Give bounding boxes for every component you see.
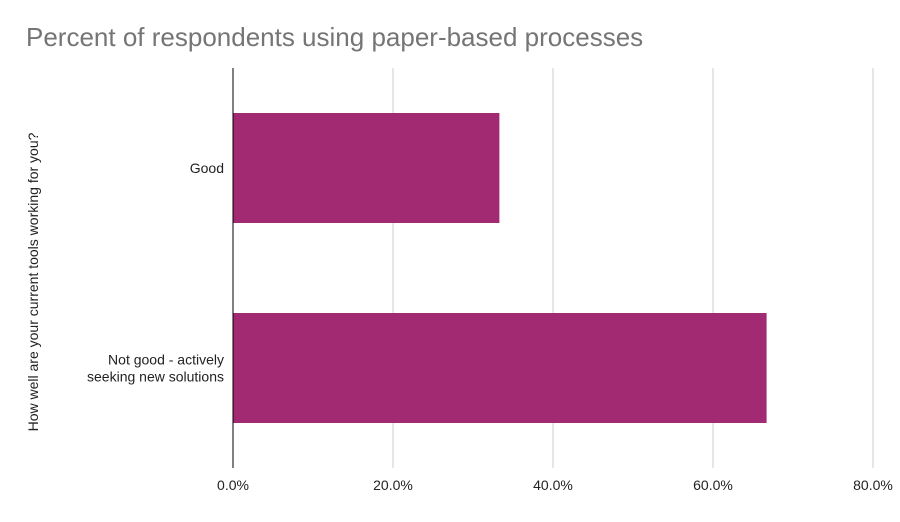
bar-1 xyxy=(233,313,767,423)
y-category-label-0: Good xyxy=(190,160,224,176)
x-tick-label-0: 0.0% xyxy=(217,477,249,493)
bar-0 xyxy=(233,113,500,223)
labels: 0.0% 20.0% 40.0% 60.0% 80.0% Good Not good - a… xyxy=(25,132,893,493)
chart-title: Percent of respondents using paper-based… xyxy=(26,22,644,52)
bars xyxy=(233,113,767,423)
x-tick-label-4: 80.0% xyxy=(853,477,893,493)
y-category-label-1: Not good - actively seeking new solutions xyxy=(87,352,224,385)
x-tick-label-2: 40.0% xyxy=(533,477,573,493)
x-tick-label-3: 60.0% xyxy=(693,477,733,493)
x-tick-label-1: 20.0% xyxy=(373,477,413,493)
y-axis-title: How well are your current tools working … xyxy=(25,132,41,431)
